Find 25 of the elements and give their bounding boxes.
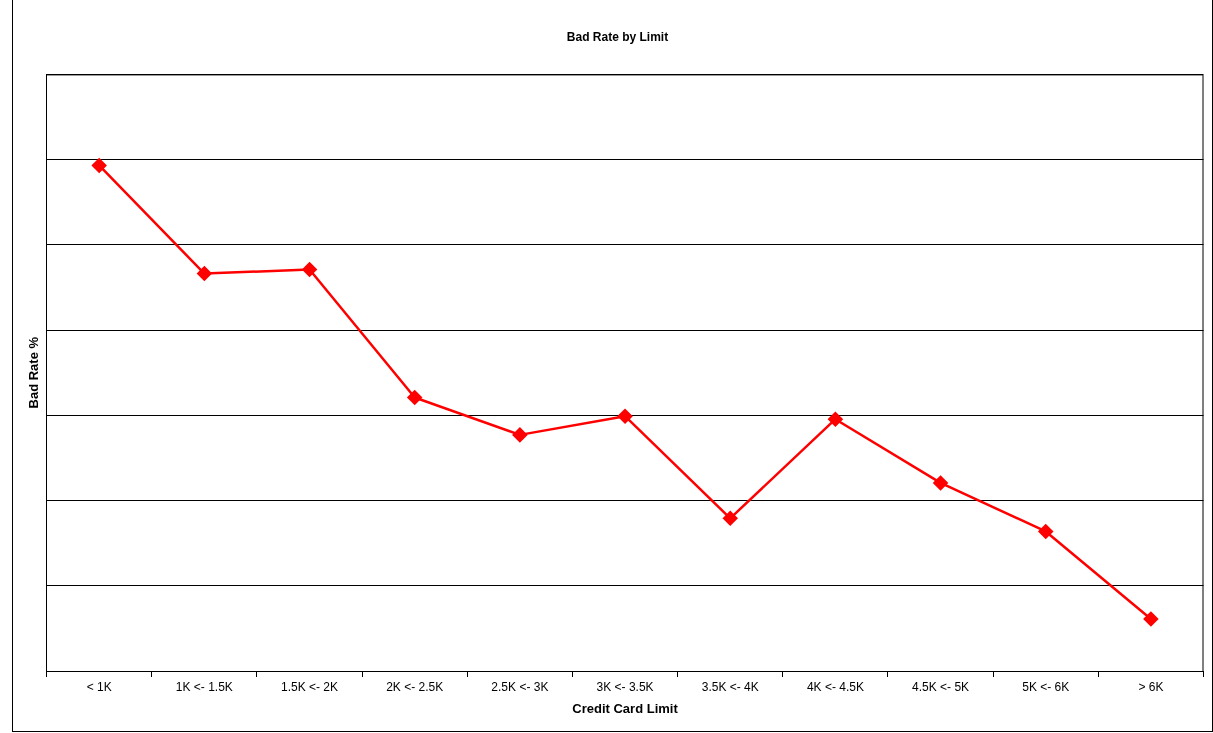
point (828, 411, 843, 427)
x-tick-label: 3K <- 3.5K (596, 679, 654, 694)
point (91, 158, 107, 173)
x-tick-label: 4.5K <- 5K (912, 679, 970, 694)
x-tick-label: > 6K (1138, 679, 1164, 694)
point (617, 408, 633, 424)
point (197, 266, 212, 281)
x-tick-label: 4K <- 4.5K (806, 679, 864, 694)
x-tick-label: < 1K (86, 679, 112, 694)
x-axis-title: Credit Card Limit (572, 700, 679, 716)
y-axis-title: Bad Rate % (26, 336, 42, 409)
x-tick-label: 2K <- 2.5K (386, 679, 444, 694)
x-tick-label: 1.5K <- 2K (281, 679, 339, 694)
x-tick-label: 5K <- 6K (1022, 679, 1070, 694)
point (1038, 524, 1053, 539)
chart-title: Bad Rate by Limit (566, 29, 669, 44)
x-tick-label: 2.5K <- 3K (491, 679, 549, 694)
point (722, 511, 738, 526)
x-tick-label: 3.5K <- 4K (701, 679, 759, 694)
point (933, 475, 948, 491)
point (302, 262, 317, 277)
x-tick-label: 1K <- 1.5K (175, 679, 233, 694)
point (512, 427, 528, 443)
point (407, 390, 422, 405)
point (1143, 611, 1159, 627)
